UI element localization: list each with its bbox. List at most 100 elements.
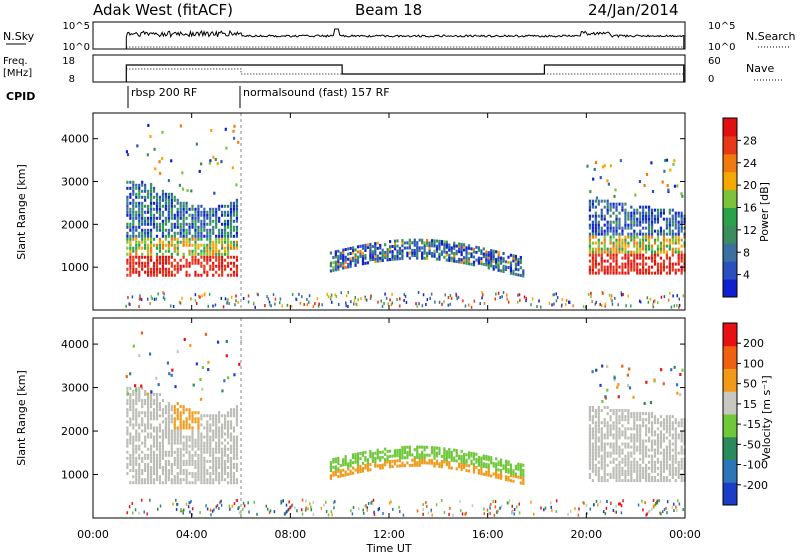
data-cell bbox=[487, 263, 490, 267]
data-cell bbox=[221, 435, 224, 439]
data-cell bbox=[615, 430, 618, 434]
data-cell bbox=[514, 267, 517, 271]
data-cell bbox=[185, 237, 188, 241]
data-cell bbox=[450, 466, 453, 470]
data-cell bbox=[648, 436, 651, 440]
data-cell bbox=[613, 378, 616, 382]
data-cell bbox=[662, 259, 665, 263]
data-cell bbox=[152, 408, 156, 412]
data-cell bbox=[229, 426, 233, 430]
data-cell bbox=[310, 508, 313, 512]
data-cell bbox=[597, 412, 600, 416]
data-cell bbox=[540, 506, 542, 510]
data-cell bbox=[593, 503, 595, 507]
data-cell bbox=[393, 451, 397, 455]
data-cell bbox=[318, 302, 320, 306]
data-cell bbox=[185, 270, 188, 274]
data-cell bbox=[591, 232, 594, 236]
data-cell bbox=[225, 339, 228, 343]
data-cell bbox=[188, 453, 191, 457]
data-cell bbox=[497, 250, 500, 254]
data-cell bbox=[126, 195, 129, 199]
data-cell bbox=[229, 478, 233, 482]
data-cell bbox=[512, 269, 515, 273]
data-cell bbox=[185, 201, 188, 205]
data-cell bbox=[645, 172, 649, 176]
data-cell bbox=[144, 478, 147, 482]
data-cell bbox=[141, 472, 144, 476]
data-cell bbox=[594, 448, 597, 452]
data-cell bbox=[483, 507, 485, 511]
data-cell bbox=[155, 408, 159, 412]
data-cell bbox=[555, 292, 557, 296]
data-cell bbox=[374, 249, 377, 253]
data-cell bbox=[403, 293, 406, 297]
data-cell bbox=[391, 292, 393, 296]
data-cell bbox=[653, 439, 657, 443]
data-cell bbox=[497, 509, 499, 513]
data-cell bbox=[444, 293, 446, 297]
data-cell bbox=[191, 204, 194, 208]
data-cell bbox=[656, 211, 660, 215]
data-cell bbox=[627, 217, 630, 221]
data-cell bbox=[155, 252, 159, 256]
data-cell bbox=[433, 244, 436, 248]
data-cell bbox=[155, 405, 159, 409]
data-cell bbox=[668, 439, 671, 443]
data-cell bbox=[164, 453, 167, 457]
data-cell bbox=[636, 424, 639, 428]
data-cell bbox=[423, 249, 426, 253]
data-cell bbox=[665, 466, 668, 470]
data-cell bbox=[357, 298, 359, 302]
data-cell bbox=[162, 296, 165, 300]
data-cell bbox=[393, 462, 397, 466]
data-cell bbox=[228, 302, 230, 306]
data-cell bbox=[173, 408, 176, 412]
data-cell bbox=[650, 244, 654, 248]
data-cell bbox=[643, 402, 646, 406]
data-cell bbox=[365, 504, 367, 508]
data-cell bbox=[337, 254, 340, 258]
data-cell bbox=[674, 223, 677, 227]
data-cell bbox=[167, 219, 170, 223]
data-cell bbox=[671, 466, 674, 470]
data-cell bbox=[332, 266, 335, 270]
data-cell bbox=[607, 182, 610, 186]
data-cell bbox=[572, 304, 574, 308]
data-cell bbox=[668, 268, 671, 272]
data-cell bbox=[126, 429, 129, 433]
data-cell bbox=[223, 438, 227, 442]
data-cell bbox=[449, 506, 451, 510]
data-cell bbox=[514, 257, 517, 261]
data-cell bbox=[211, 509, 214, 513]
data-cell bbox=[677, 451, 680, 455]
data-cell bbox=[235, 453, 239, 457]
data-cell bbox=[332, 460, 335, 464]
data-cell bbox=[138, 426, 141, 430]
data-cell bbox=[639, 241, 642, 245]
data-cell bbox=[329, 469, 332, 473]
data-cell bbox=[660, 512, 662, 516]
data-cell bbox=[158, 222, 162, 226]
data-cell bbox=[361, 466, 365, 470]
data-cell bbox=[627, 454, 630, 458]
data-cell bbox=[597, 250, 600, 254]
data-cell bbox=[591, 241, 594, 245]
data-cell bbox=[512, 471, 515, 475]
data-cell bbox=[594, 241, 597, 245]
data-cell bbox=[349, 469, 352, 473]
data-cell bbox=[149, 399, 153, 403]
data-cell bbox=[170, 447, 173, 451]
data-cell bbox=[633, 229, 636, 233]
data-cell bbox=[135, 267, 138, 271]
data-cell bbox=[167, 414, 170, 418]
data-cell bbox=[149, 231, 153, 235]
data-cell bbox=[141, 189, 144, 193]
data-cell bbox=[465, 254, 468, 258]
data-cell bbox=[587, 293, 590, 297]
data-cell bbox=[450, 259, 453, 263]
data-cell bbox=[612, 433, 615, 437]
data-cell bbox=[173, 264, 176, 268]
data-cell bbox=[680, 479, 683, 483]
data-cell bbox=[203, 456, 206, 460]
